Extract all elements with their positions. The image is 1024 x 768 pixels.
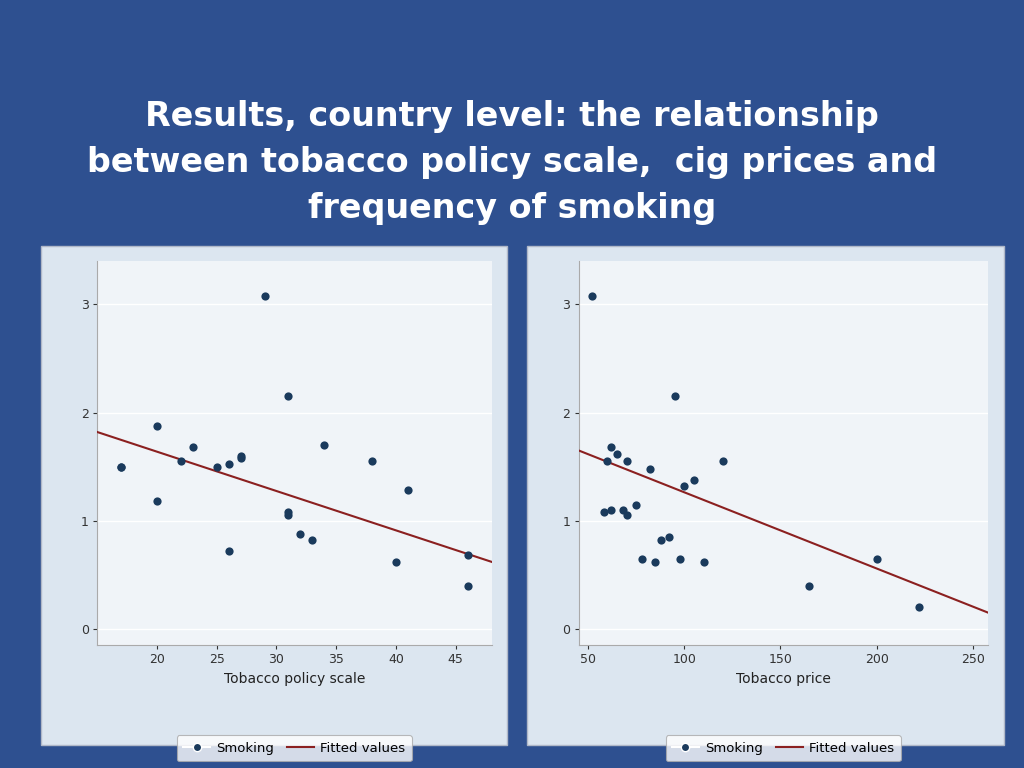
X-axis label: Tobacco policy scale: Tobacco policy scale: [223, 672, 366, 686]
Point: [660, 531, 677, 543]
Point: [628, 498, 644, 511]
Point: [209, 461, 225, 473]
Point: [653, 534, 670, 546]
Point: [868, 552, 885, 564]
Point: [232, 450, 249, 462]
Point: [584, 290, 600, 302]
Point: [695, 556, 712, 568]
Point: [232, 452, 249, 464]
Point: [686, 474, 702, 486]
Point: [304, 534, 321, 546]
Point: [460, 580, 476, 592]
Legend: Smoking, Fitted values: Smoking, Fitted values: [177, 735, 412, 761]
Point: [603, 504, 620, 516]
Point: [641, 462, 657, 475]
Point: [618, 509, 635, 521]
Point: [618, 455, 635, 468]
Point: [113, 461, 129, 473]
Point: [667, 390, 683, 402]
Point: [364, 455, 380, 468]
Point: [256, 290, 272, 302]
Point: [715, 455, 731, 468]
Point: [647, 556, 664, 568]
Point: [595, 506, 611, 518]
Point: [281, 506, 297, 518]
Point: [676, 480, 692, 492]
X-axis label: Tobacco price: Tobacco price: [736, 672, 830, 686]
Point: [614, 504, 631, 516]
Legend: Smoking, Fitted values: Smoking, Fitted values: [666, 735, 901, 761]
Point: [281, 390, 297, 402]
Point: [609, 448, 626, 460]
Text: Results, country level: the relationship
between tobacco policy scale,  cig pric: Results, country level: the relationship…: [87, 100, 937, 225]
Point: [316, 439, 333, 451]
Point: [673, 552, 689, 564]
Point: [599, 455, 615, 468]
Point: [184, 441, 201, 453]
Point: [399, 485, 416, 497]
Point: [148, 495, 165, 508]
Point: [388, 556, 404, 568]
Point: [460, 549, 476, 561]
Point: [603, 441, 620, 453]
Point: [801, 580, 817, 592]
Point: [148, 419, 165, 432]
Point: [220, 458, 237, 471]
Point: [281, 509, 297, 521]
Point: [113, 461, 129, 473]
Point: [220, 545, 237, 557]
Point: [634, 552, 650, 564]
Point: [910, 601, 927, 614]
Point: [292, 528, 308, 540]
Point: [173, 455, 189, 468]
